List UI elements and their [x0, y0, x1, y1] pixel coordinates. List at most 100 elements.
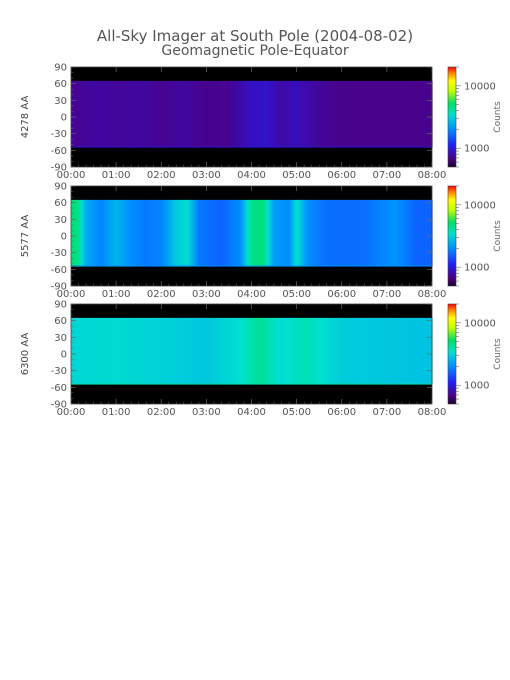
heatmap-cell	[125, 317, 128, 385]
heatmap-cell	[289, 199, 292, 267]
heatmap-cell	[313, 80, 316, 148]
heatmap-cell	[197, 199, 200, 267]
heatmap-cell	[313, 317, 316, 385]
heatmap-cell	[246, 199, 250, 267]
heatmap-cell	[221, 199, 224, 267]
heatmap-cell	[349, 80, 352, 148]
heatmap-cell	[92, 317, 95, 385]
heatmap-cell	[343, 317, 346, 385]
heatmap-cell	[168, 80, 171, 148]
heatmap-cell	[131, 317, 134, 385]
heatmap-cell	[407, 80, 411, 148]
heatmap-cell	[253, 317, 256, 385]
heatmap-cell	[207, 80, 210, 148]
heatmap-cell	[137, 317, 140, 385]
heatmap-cell	[394, 80, 397, 148]
heatmap-cell	[353, 317, 356, 385]
heatmap-cell	[256, 199, 259, 267]
heatmap-cell	[250, 199, 253, 267]
heatmap-cell	[346, 80, 349, 148]
heatmap-cell	[83, 317, 86, 385]
heatmap-cell	[78, 199, 81, 267]
heatmap-cell	[331, 80, 334, 148]
heatmap-cell	[430, 199, 433, 267]
heatmap-cell	[320, 80, 323, 148]
heatmap-cell	[164, 80, 167, 148]
heatmap-cell	[216, 199, 219, 267]
heatmap-cell	[304, 199, 307, 267]
heatmap-cell	[328, 80, 331, 148]
heatmap-cell	[271, 199, 274, 267]
heatmap-cell	[204, 317, 207, 385]
heatmap-cell	[90, 317, 93, 385]
heatmap-cell	[344, 317, 347, 385]
heatmap-cell	[200, 317, 203, 385]
heatmap-cell	[401, 80, 405, 148]
heatmap-cell	[373, 199, 376, 267]
heatmap-cell	[428, 317, 432, 385]
heatmap-cell	[120, 199, 123, 267]
heatmap-cell	[221, 317, 224, 385]
heatmap-cell	[218, 199, 221, 267]
heatmap-cell	[99, 317, 102, 385]
heatmap-cell	[80, 80, 83, 148]
heatmap-cell	[428, 80, 432, 148]
heatmap-cell	[162, 199, 165, 267]
heatmap-cell	[138, 80, 141, 148]
heatmap-cell	[379, 80, 382, 148]
heatmap-cell	[262, 199, 265, 267]
heatmap-cell	[200, 80, 203, 148]
heatmap-cell	[268, 80, 271, 148]
heatmap-cell	[326, 80, 329, 148]
heatmap-cell	[225, 317, 229, 385]
heatmap-cell	[401, 317, 405, 385]
heatmap-cell	[427, 317, 430, 385]
y-tick-label: 30	[54, 333, 67, 344]
heatmap-cell	[304, 80, 307, 148]
heatmap-cell	[424, 80, 427, 148]
heatmap-cell	[179, 199, 182, 267]
heatmap-cell	[108, 199, 111, 267]
heatmap-cell	[286, 199, 289, 267]
heatmap-cell	[138, 317, 141, 385]
heatmap-cell	[113, 199, 116, 267]
heatmap-cell	[132, 317, 135, 385]
heatmap-cell	[355, 317, 358, 385]
heatmap-cell	[355, 80, 358, 148]
heatmap-cell	[123, 80, 126, 148]
heatmap-cell	[398, 80, 402, 148]
heatmap-cell	[201, 199, 204, 267]
heatmap-cell	[419, 317, 423, 385]
y-tick-label: 90	[54, 63, 67, 74]
heatmap-cell	[331, 199, 334, 267]
heatmap-cell	[222, 317, 226, 385]
heatmap-cell	[377, 199, 380, 267]
heatmap-cell	[424, 199, 427, 267]
heatmap-cell	[418, 80, 421, 148]
heatmap-cell	[96, 80, 99, 148]
heatmap-cell	[310, 80, 313, 148]
heatmap-cell	[146, 199, 149, 267]
heatmap-cell	[215, 80, 218, 148]
heatmap-cell	[120, 80, 123, 148]
x-tick-label: 03:00	[192, 407, 221, 418]
heatmap-cell	[301, 80, 304, 148]
heatmap-cell	[283, 199, 286, 267]
heatmap-cell	[162, 80, 165, 148]
heatmap-cell	[149, 317, 152, 385]
heatmap-cell	[110, 80, 113, 148]
heatmap-cell	[410, 199, 414, 267]
heatmap-cell	[192, 199, 195, 267]
heatmap-cell	[213, 80, 216, 148]
heatmap-cell	[98, 80, 101, 148]
heatmap-cell	[137, 80, 140, 148]
heatmap-cell	[171, 317, 174, 385]
heatmap-cell	[152, 317, 155, 385]
heatmap-cell	[280, 80, 283, 148]
colorbar-label: Counts	[493, 338, 503, 370]
x-tick-label: 04:00	[237, 289, 266, 300]
heatmap-cell	[186, 199, 189, 267]
heatmap-cell	[71, 317, 74, 385]
heatmap-cell	[231, 80, 235, 148]
